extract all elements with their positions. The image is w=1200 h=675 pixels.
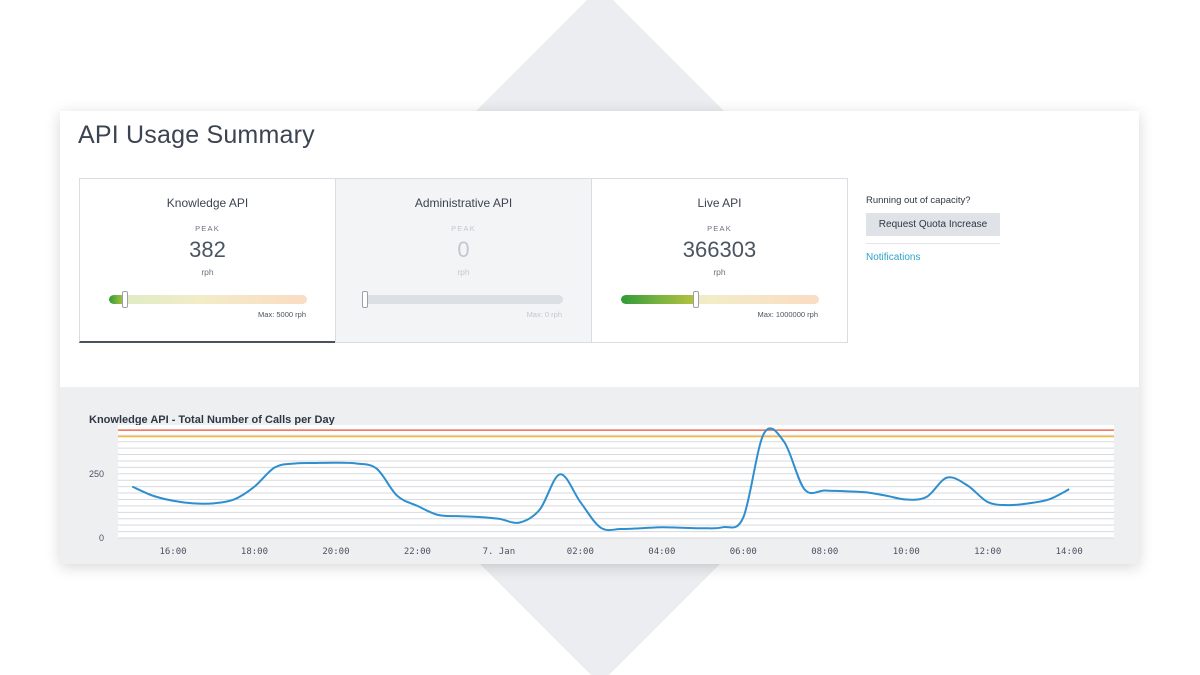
peak-label: PEAK — [451, 224, 476, 233]
usage-bar — [621, 295, 819, 304]
max-label: Max: 5000 rph — [258, 310, 306, 319]
tile-live-api[interactable]: Live API PEAK 366303 rph Max: 1000000 rp… — [591, 178, 848, 343]
tile-name: Knowledge API — [166, 196, 249, 210]
calls-line-chart: 0 250 16:00 18:00 20:00 22:00 7. Jan 02:00 04:00… — [89, 425, 1114, 557]
usage-bar-fill — [621, 295, 697, 304]
usage-slider — [362, 291, 563, 308]
request-quota-button[interactable]: Request Quota Increase — [866, 213, 1000, 236]
capacity-panel: Running out of capacity? Request Quota I… — [866, 195, 1001, 263]
tile-administrative-api[interactable]: Administrative API PEAK 0 rph Max: 0 rph — [335, 178, 592, 343]
divider — [866, 243, 1000, 244]
x-tick-label: 7. Jan — [483, 547, 516, 557]
chart-panel: Knowledge API - Total Number of Calls pe… — [60, 387, 1139, 564]
usage-bar-fill — [109, 295, 125, 304]
peak-label: PEAK — [707, 224, 732, 233]
usage-bar — [365, 295, 563, 304]
usage-slider-handle[interactable] — [121, 291, 128, 308]
usage-slider — [109, 291, 307, 308]
x-tick-label: 14:00 — [1056, 547, 1083, 557]
x-tick-label: 12:00 — [974, 547, 1001, 557]
usage-slider-handle[interactable] — [693, 291, 700, 308]
usage-bar — [109, 295, 307, 304]
x-tick-label: 10:00 — [893, 547, 920, 557]
x-tick-label: 08:00 — [811, 547, 838, 557]
tile-name: Administrative API — [414, 196, 513, 210]
tile-name: Live API — [697, 196, 742, 210]
tile-knowledge-api[interactable]: Knowledge API PEAK 382 rph Max: 5000 rph — [79, 178, 336, 343]
capacity-question: Running out of capacity? — [866, 195, 971, 206]
x-tick-label: 06:00 — [730, 547, 757, 557]
usage-slider — [621, 291, 819, 308]
x-tick-label: 02:00 — [567, 547, 594, 557]
max-label: Max: 0 rph — [526, 310, 562, 319]
api-tiles: Knowledge API PEAK 382 rph Max: 5000 rph… — [79, 178, 851, 343]
series-line-1 — [131, 427, 1070, 532]
page-title: API Usage Summary — [78, 121, 315, 149]
peak-value: 0 — [457, 237, 470, 262]
chart-title: Knowledge API - Total Number of Calls pe… — [89, 414, 335, 426]
peak-value: 382 — [189, 237, 226, 262]
api-usage-card: API Usage Summary Knowledge API PEAK 382… — [60, 111, 1139, 564]
x-tick-label: 16:00 — [159, 547, 186, 557]
usage-slider-handle[interactable] — [362, 291, 368, 308]
y-tick-label: 250 — [89, 469, 104, 479]
x-tick-label: 04:00 — [648, 547, 675, 557]
peak-value: 366303 — [682, 237, 757, 262]
peak-label: PEAK — [195, 224, 220, 233]
notifications-link[interactable]: Notifications — [866, 252, 921, 263]
x-tick-label: 22:00 — [404, 547, 431, 557]
unit-label: rph — [457, 267, 470, 277]
x-tick-label: 18:00 — [241, 547, 268, 557]
x-tick-label: 20:00 — [322, 547, 349, 557]
unit-label: rph — [713, 267, 726, 277]
unit-label: rph — [201, 267, 214, 277]
max-label: Max: 1000000 rph — [757, 310, 818, 319]
y-tick-label: 0 — [99, 533, 104, 543]
